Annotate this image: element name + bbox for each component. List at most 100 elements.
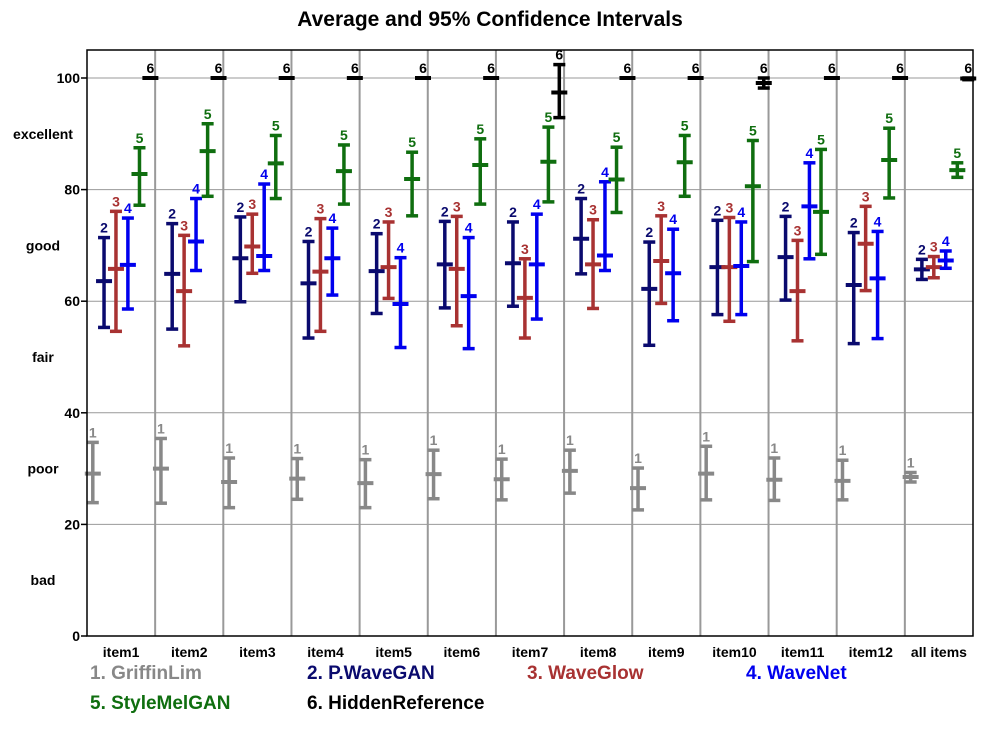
x-tick-label: item12: [849, 644, 894, 660]
series-marker-label: 3: [453, 198, 461, 214]
series-marker-label: 4: [806, 145, 814, 161]
series-marker-label: 6: [283, 60, 291, 76]
series-marker-label: 4: [124, 200, 132, 216]
series-marker-label: 6: [419, 60, 427, 76]
x-tick-label: item11: [781, 644, 825, 660]
error-bar: 4: [256, 166, 273, 273]
error-bar: 1: [289, 441, 306, 502]
x-tick-label: all items: [911, 644, 967, 660]
series-marker-label: 4: [601, 164, 609, 180]
series-marker-label: 3: [589, 202, 597, 218]
series-marker-label: 4: [942, 233, 950, 249]
series-marker-label: 5: [749, 122, 757, 138]
error-bar: 4: [392, 240, 409, 350]
error-bar: 1: [493, 441, 510, 502]
error-bar: 4: [528, 196, 545, 321]
series-marker-label: 5: [681, 117, 689, 133]
grid: [87, 50, 973, 636]
series-marker-label: 1: [498, 441, 506, 457]
y-tick-label: 60: [64, 293, 80, 309]
series-marker-label: 5: [272, 117, 280, 133]
series-marker-label: 3: [521, 241, 529, 257]
error-bar: 3: [312, 201, 329, 334]
series-marker-label: 6: [146, 60, 154, 76]
error-bar: 2: [368, 216, 385, 316]
error-bar: 2: [436, 203, 453, 310]
error-bar: 2: [709, 202, 726, 317]
series-marker-label: 5: [545, 109, 553, 125]
series-marker-label: 1: [907, 455, 915, 471]
series-marker-label: 4: [328, 210, 336, 226]
series-marker-label: 3: [794, 222, 802, 238]
y-tick-label: 80: [64, 182, 80, 198]
error-bar: 1: [834, 442, 851, 502]
series-marker-label: 6: [828, 60, 836, 76]
series-marker-label: 1: [702, 428, 710, 444]
series-marker-label: 4: [874, 213, 882, 229]
y-tick-label: 0: [72, 628, 80, 644]
error-bar: 3: [516, 241, 533, 340]
series-marker-label: 3: [248, 196, 256, 212]
error-bar: 4: [460, 220, 477, 351]
y-tick-label: 20: [64, 516, 80, 532]
series-marker-label: 6: [555, 47, 563, 63]
error-bar: 1: [152, 420, 169, 505]
x-tick-label: item4: [307, 644, 344, 660]
legend: 1. GriffinLim 2. P.WaveGAN 3. WaveGlow 4. W…: [90, 663, 847, 714]
error-bar: 4: [596, 164, 613, 273]
series-marker-label: 5: [340, 127, 348, 143]
error-bar: 3: [653, 198, 670, 306]
series-marker-label: 5: [476, 121, 484, 137]
series-marker-label: 5: [885, 110, 893, 126]
quality-label: bad: [31, 572, 56, 588]
error-bar: 5: [744, 122, 761, 264]
series-marker-label: 2: [305, 223, 313, 239]
legend-entry: 6. HiddenReference: [307, 693, 484, 714]
error-bar: 3: [176, 217, 193, 348]
legend-entry: 4. WaveNet: [746, 663, 847, 684]
series-marker-label: 3: [862, 188, 870, 204]
error-bar: 2: [96, 220, 113, 330]
error-bar: 4: [665, 211, 682, 323]
series-marker-label: 4: [533, 196, 541, 212]
error-bar: 3: [789, 222, 806, 343]
error-bar: 2: [504, 204, 521, 308]
error-bar: 6: [619, 60, 636, 80]
series-marker-label: 2: [168, 206, 176, 222]
error-bar: 6: [687, 60, 704, 80]
series-marker-label: 6: [964, 60, 972, 76]
series-marker-label: 2: [509, 204, 517, 220]
error-bar: 1: [630, 450, 647, 512]
series-marker-label: 1: [362, 442, 370, 458]
series-marker-label: 3: [317, 201, 325, 217]
error-bar: 2: [641, 224, 658, 348]
error-bar: 1: [221, 440, 238, 510]
error-bar: 3: [244, 196, 261, 276]
series-marker-label: 3: [725, 200, 733, 216]
error-bar: 4: [324, 210, 341, 297]
error-bar: 4: [733, 204, 750, 317]
error-bar: 6: [210, 60, 227, 80]
error-bar: 6: [892, 60, 909, 80]
x-tick-label: item10: [712, 644, 757, 660]
x-tick-label: item5: [375, 644, 412, 660]
series-marker-label: 1: [225, 440, 233, 456]
plot-frame: [86, 49, 974, 637]
error-bar: 5: [404, 134, 421, 218]
series-marker-label: 2: [714, 202, 722, 218]
series-marker-label: 4: [260, 166, 268, 182]
series-marker-label: 3: [180, 217, 188, 233]
series-marker-label: 2: [373, 216, 381, 232]
error-bar: 2: [913, 241, 930, 282]
error-bar: 6: [346, 60, 363, 80]
error-bar: 2: [573, 181, 590, 276]
error-bar: 2: [300, 223, 317, 340]
x-tick-label: item1: [103, 644, 140, 660]
series-marker-label: 1: [157, 420, 165, 436]
x-tick-label: item8: [580, 644, 617, 660]
error-bar: 5: [813, 131, 830, 257]
series-marker-label: 4: [737, 204, 745, 220]
series-marker-label: 6: [760, 60, 768, 76]
error-bar: 3: [721, 200, 738, 324]
